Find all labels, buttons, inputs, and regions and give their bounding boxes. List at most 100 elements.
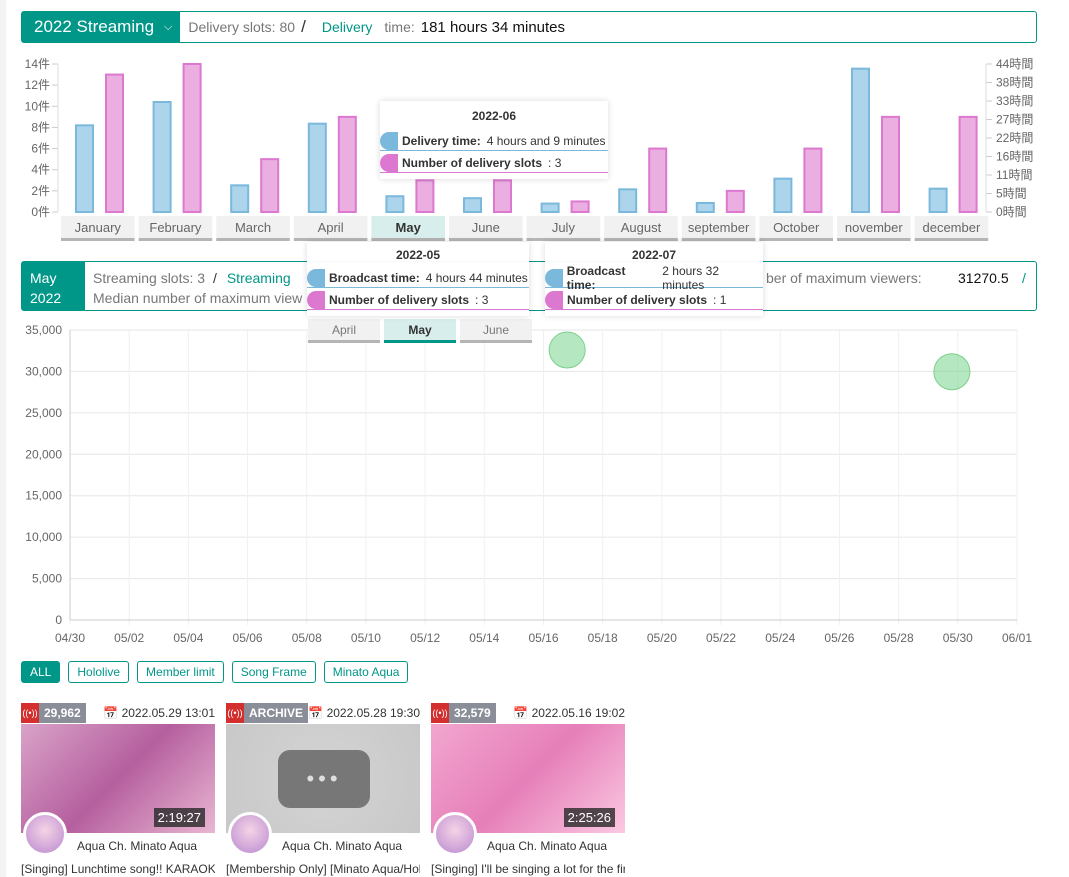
page-gutter	[0, 0, 6, 877]
chart-tooltip: 2022-07 Broadcast time: 2 hours 32 minute…	[545, 242, 763, 316]
channel-name[interactable]: Aqua Ch. Minato Aqua	[77, 839, 198, 853]
y-tick-label: 30,000	[25, 364, 62, 378]
y-tick-label: 15,000	[25, 489, 62, 503]
bar-delivery-slots	[725, 189, 745, 214]
channel-name[interactable]: Aqua Ch. Minato Aqua	[282, 839, 403, 853]
mini-nav-may[interactable]: May	[384, 319, 456, 343]
bar-delivery-time	[695, 202, 715, 213]
tag-all[interactable]: ALL	[21, 661, 61, 683]
tooltip-value: 4 hours 44 minutes	[425, 270, 528, 285]
channel-avatar[interactable]	[23, 812, 67, 856]
stream-slots: Streaming slots: 3	[93, 270, 206, 286]
video-title[interactable]: [Membership Only] [Minato Aqua/Hololive]	[226, 862, 420, 876]
right-tick-label: 33時間	[996, 94, 1033, 108]
y-tick-label: 20,000	[25, 447, 62, 461]
year-select[interactable]: 2022 Streaming ⌵	[22, 12, 181, 42]
video-card[interactable]: ((•)) 32,579 📅 2022.05.16 19:02 2:25:26 A…	[431, 703, 625, 876]
bar-delivery-slots	[337, 115, 357, 213]
tooltip-label: Broadcast time:	[329, 270, 420, 285]
video-card[interactable]: ((•)) ARCHIVE 📅 2022.05.28 19:30 ••• Aqua…	[226, 703, 420, 876]
month-tab-september[interactable]	[681, 216, 756, 238]
stream-point[interactable]	[933, 353, 971, 391]
tooltip-value: : 3	[548, 155, 562, 170]
calendar-icon: 📅	[308, 706, 324, 720]
channel-avatar[interactable]	[228, 812, 272, 856]
tag-filter: ALL Hololive Member limit Song Frame Minato …	[21, 661, 409, 683]
series-dot-icon	[380, 131, 398, 150]
month-tab-october[interactable]	[759, 216, 833, 238]
year-select-label: 2022 Streaming	[34, 17, 155, 36]
bar-delivery-time	[463, 197, 482, 214]
video-thumbnail[interactable]: •••	[226, 724, 420, 856]
calendar-icon: 📅	[513, 706, 529, 720]
y-tick-label: 5,000	[32, 572, 62, 586]
x-tick-label: 05/20	[647, 631, 677, 645]
video-title[interactable]: [Singing] I'll be singing a lot for the …	[431, 862, 625, 876]
monthly-bar-chart: 0件 2件 4件 6件 8件 10件 12件 14件 0時間 5時間 11時間 16時間 22時間 27時…	[25, 57, 1033, 241]
month-tab-june[interactable]	[449, 216, 523, 238]
tooltip-value: 4 hours and 9 minutes	[486, 133, 606, 148]
tooltip-value: : 3	[475, 292, 489, 307]
month-tab-december[interactable]	[914, 216, 989, 238]
month-tab-label: september	[688, 220, 750, 235]
left-tick-label: 12件	[25, 78, 50, 92]
year-label: 2022	[30, 290, 62, 306]
mini-nav-june[interactable]: June	[460, 319, 532, 343]
month-tab-july[interactable]	[526, 216, 601, 238]
placeholder-icon: •••	[278, 750, 370, 808]
video-card[interactable]: ((•)) 29,962 📅 2022.05.29 13:01 2:19:27 A…	[21, 703, 215, 876]
series-dot-icon	[307, 290, 325, 309]
channel-name[interactable]: Aqua Ch. Minato Aqua	[487, 839, 608, 853]
video-duration: 2:25:26	[563, 808, 615, 827]
x-tick-label: 05/02	[114, 631, 144, 645]
time-label: Delivery	[321, 19, 373, 35]
left-tick-label: 0件	[31, 205, 50, 219]
month-tab-february[interactable]	[138, 216, 213, 238]
right-tick-label: 38時間	[996, 76, 1033, 90]
series-dot-icon	[545, 268, 563, 287]
time-label-suffix: time:	[384, 19, 415, 35]
video-title[interactable]: [Singing] Lunchtime song!! KARAOKE Singi…	[21, 862, 215, 876]
streaming-time-label: Streaming	[226, 270, 291, 286]
slots-value: 80	[279, 19, 296, 35]
right-tick-label: 11時間	[996, 168, 1032, 182]
bar-delivery-time	[540, 202, 560, 213]
stream-date: 2022.05.28 19:30	[326, 706, 420, 720]
month-tab-label: August	[621, 220, 662, 235]
viewer-count: 29,962	[39, 703, 86, 723]
series-dot-icon	[307, 268, 325, 287]
channel-avatar[interactable]	[433, 812, 477, 856]
bar-delivery-time	[928, 187, 948, 214]
x-tick-label: 05/16	[528, 631, 558, 645]
bar-delivery-slots	[105, 73, 124, 214]
stream-point[interactable]	[548, 331, 586, 369]
tag-minato-aqua[interactable]: Minato Aqua	[323, 661, 409, 683]
tooltip-value: : 1	[713, 292, 727, 307]
month-tab-august[interactable]	[604, 216, 678, 238]
x-tick-label: 05/30	[943, 631, 973, 645]
month-tab-may[interactable]	[371, 216, 445, 238]
right-tick-label: 16時間	[996, 150, 1033, 164]
month-tab-november[interactable]	[837, 216, 911, 238]
tag-song-frame[interactable]: Song Frame	[231, 661, 316, 683]
x-tick-label: 05/12	[410, 631, 440, 645]
tooltip-value: 2 hours 32 minutes	[662, 263, 719, 292]
tooltip-label: Delivery time:	[402, 133, 481, 148]
separator: /	[301, 17, 306, 36]
live-signal-icon: ((•))	[226, 703, 244, 723]
video-thumbnail[interactable]: 2:19:27	[21, 724, 215, 856]
month-tab-march[interactable]	[216, 216, 290, 238]
tag-member-limit[interactable]: Member limit	[137, 661, 224, 683]
month-label: May	[30, 270, 57, 286]
mini-month-nav: April May June	[308, 319, 532, 343]
x-tick-label: 04/30	[55, 631, 85, 645]
video-thumbnail[interactable]: 2:25:26	[431, 724, 625, 856]
video-duration: 2:19:27	[153, 808, 205, 827]
x-tick-label: 05/26	[824, 631, 854, 645]
mini-nav-april[interactable]: April	[308, 319, 380, 343]
month-tab-april[interactable]	[293, 216, 368, 238]
bar-delivery-slots	[958, 115, 978, 213]
month-tab-january[interactable]	[61, 216, 135, 238]
tag-hololive[interactable]: Hololive	[68, 661, 130, 683]
month-tab-label: november	[845, 220, 903, 235]
